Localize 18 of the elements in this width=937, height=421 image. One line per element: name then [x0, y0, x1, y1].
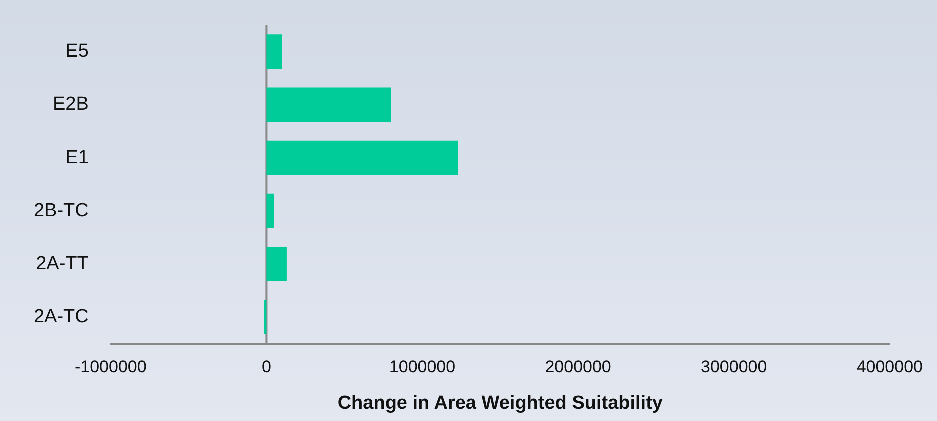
bar [266, 140, 458, 176]
x-axis-title: Change in Area Weighted Suitability [338, 392, 664, 414]
x-tick-label: 4000000 [856, 358, 924, 377]
x-tick-label: 2000000 [545, 358, 612, 377]
y-tick-label: 2A-TC [34, 306, 89, 328]
x-tick-label: 3000000 [701, 358, 768, 377]
x-tick-label: 1000000 [389, 358, 456, 377]
x-tick-label: 0 [262, 358, 272, 377]
x-tick-label: -1000000 [74, 358, 147, 377]
bar [266, 194, 274, 228]
y-tick-label: E1 [66, 147, 89, 168]
y-tick-label: E2B [52, 94, 89, 116]
y-tick-label: 2A-TT [36, 253, 90, 274]
bar [266, 88, 392, 122]
bar [266, 246, 287, 282]
y-tick-label: E5 [66, 41, 89, 62]
y-tick-label: 2B-TC [34, 200, 89, 222]
bar [266, 34, 282, 70]
